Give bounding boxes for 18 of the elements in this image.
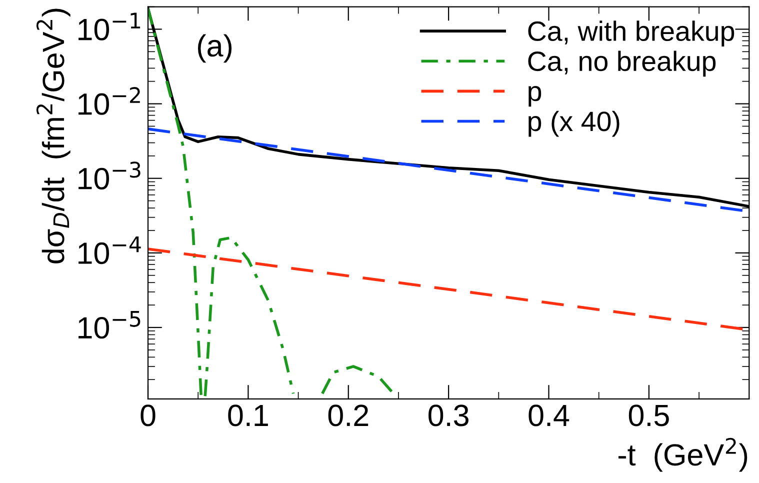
x-axis-title: -t (GeV$^{2}$) [618, 438, 748, 472]
y-tick-label: 10$^{−5}$ [78, 311, 140, 339]
x-tick-label: 0.1 [228, 404, 268, 426]
y-tick-label: 10$^{−2}$ [78, 87, 140, 115]
y-tick-label: 10$^{−1}$ [78, 12, 140, 40]
legend-label: p [528, 86, 542, 107]
x-tick-label: 0.2 [328, 404, 368, 426]
annotation: (a) [198, 34, 232, 63]
x-tick-label: 0.5 [628, 404, 669, 426]
y-axis-title: dσ$_{D}$/dt (fm$^{2}$/GeV$^{2}$) [36, 8, 70, 264]
x-tick-label: 0.3 [428, 404, 468, 426]
x-tick-label: 0.4 [528, 404, 570, 426]
y-tick-label: 10$^{−3}$ [78, 162, 140, 190]
legend-label: Ca, no breakup [528, 50, 716, 77]
x-tick-label: 0 [140, 404, 156, 426]
legend-label: Ca, with breakup [528, 20, 734, 47]
legend-label: p (x 40) [528, 110, 620, 137]
y-tick-label: 10$^{−4}$ [78, 236, 141, 264]
